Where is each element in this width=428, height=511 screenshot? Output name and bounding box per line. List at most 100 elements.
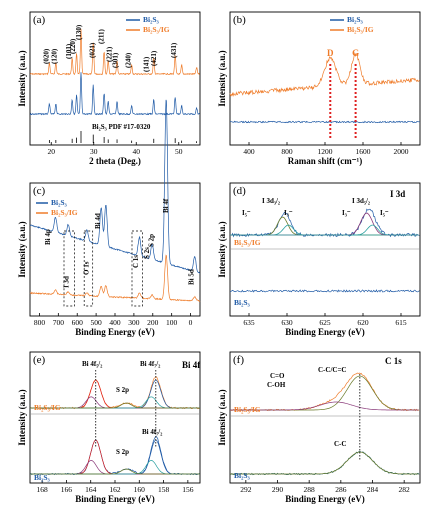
peak-annotation: Bi 5d [188,269,196,285]
peak-annotation: Bi 4f [162,198,170,213]
xrd-curve-bi2s3-ig [29,28,200,76]
x-tick-label: 1600 [356,147,371,156]
plot-frame-5 [229,351,421,484]
plot-frame-4 [29,351,201,484]
peak-annotation: I 3d [62,276,70,288]
x-tick-label: 500 [90,318,102,327]
i3d-raw-bi2s3 [229,289,420,293]
x-tick-label: 400 [109,318,121,327]
sample-label: Bi₂S₃/IG [234,238,261,247]
peak-annotation: C-OH [267,381,286,389]
x-tick-label: 300 [128,318,140,327]
peak-annotation: C-C/C=C [318,366,347,374]
pdf-reference-label: Bi₂S₃ PDF #17-0320 [92,123,151,131]
x-tick-label: 0 [189,318,193,327]
peak-label: (220) [69,38,77,54]
peak-label: (130) [75,24,83,40]
x-tick-label: 600 [72,318,84,327]
plot-frame-3 [229,182,421,317]
x-tick-label: 168 [37,485,49,494]
xps-survey-bi2s3 [29,99,201,274]
sample-label: Bi₂S₃ [234,298,251,307]
y-axis-label: Intensity (a.u.) [17,389,27,445]
legend-label: Bi₂S₃ [347,15,364,24]
panel-label: (f) [233,354,244,366]
fit-component [30,468,200,475]
x-tick-label: 2000 [394,147,409,156]
peak-label: (301) [112,52,120,68]
peak-annotation: C 1s [132,255,140,268]
peak-annotation: O 1s [82,261,90,275]
peak-annotation: I 3d₅/₂ [352,197,370,205]
x-tick-label: 282 [399,485,411,494]
panel-label: (c) [33,185,46,197]
x-tick-label: 620 [357,318,369,327]
x-tick-label: 164 [85,485,97,494]
peak-annotation: C-C [334,440,346,448]
x-tick-label: 200 [147,318,159,327]
plot-frame-1 [229,11,421,146]
fit-component [30,460,200,475]
fit-component [230,216,419,236]
x-tick-label: 1200 [318,147,333,156]
sample-label: Bi₂S₃ [234,471,251,480]
peak-annotation: I₃⁻ [284,209,293,217]
x-tick-label: 292 [240,485,252,494]
fit-component [230,212,419,236]
raman-curve-bi2s3 [229,120,421,124]
x-tick-label: 50 [175,147,183,156]
x-axis-label: 2 theta (Deg.) [89,156,141,166]
x-tick-label: 625 [319,318,331,327]
y-axis-label: Intensity (a.u.) [17,221,27,277]
region-box [83,230,94,307]
peak-annotation: S 2p [147,234,155,247]
region-box [63,230,75,307]
legend-label: Bi₂S₃/IG [143,25,170,34]
sample-label: Bi₂S₃/IG [34,403,61,412]
panel-title: C 1s [385,356,402,366]
x-tick-label: 290 [272,485,284,494]
sample-label: Bi₂S₃ [34,473,51,482]
x-tick-label: 166 [61,485,73,494]
panel-label: (b) [233,14,246,26]
xps-survey-bi2s3-ig [29,254,201,302]
fit-component [30,460,200,475]
peak-label: (120) [51,48,59,64]
fit-component [230,401,419,411]
band-label: G [352,48,359,58]
y-axis-label: Intensity (a.u.) [217,221,227,277]
x-axis-label: Binding Energy (eV) [75,327,155,337]
x-tick-label: 800 [34,318,46,327]
peak-label: (421) [150,50,158,66]
fit-component [230,224,419,236]
region-box [131,230,143,307]
peak-annotation: I₃⁻ [342,209,351,217]
fit-component [230,224,419,236]
i3d-raw-bi2s3-ig [229,208,420,238]
peak-annotation: S 2p [116,386,129,394]
x-axis-label: Binding Energy (eV) [75,494,155,504]
x-tick-label: 160 [134,485,146,494]
peak-annotation: S 2s [143,247,151,259]
x-tick-label: 284 [367,485,379,494]
peak-annotation: S 2p [116,448,129,456]
raman-curve-bi2s3-ig [229,51,421,97]
legend-label: Bi₂S₃ [51,198,68,207]
fit-component [230,451,419,475]
panel-label: (d) [233,185,246,197]
fit-component [30,402,200,409]
x-tick-label: 30 [90,147,98,156]
panel-label: (a) [33,14,46,26]
x-axis-label: Binding Energy (eV) [285,327,365,337]
bi4f-raw-bi2s3 [29,435,200,476]
x-tick-label: 288 [304,485,316,494]
panel-label: (e) [33,354,46,366]
panel-title: Bi 4f [182,360,201,370]
peak-annotation: I₅⁻ [242,209,251,217]
peak-label: (020) [43,48,51,64]
fit-component [30,439,200,475]
fit-component [30,439,200,475]
xrd-curve-bi2s3 [29,72,201,116]
x-tick-label: 800 [281,147,293,156]
